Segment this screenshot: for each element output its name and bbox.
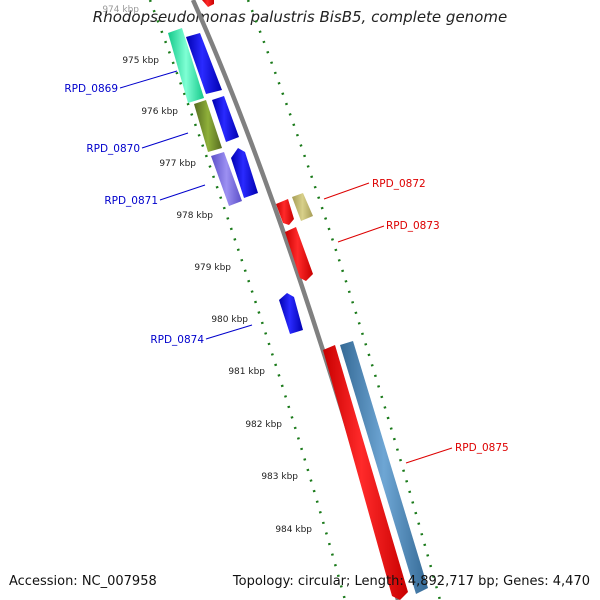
tick-label: 979 kbp bbox=[194, 263, 231, 273]
tick-label: 974 kbp bbox=[102, 5, 139, 15]
tick-label: 980 kbp bbox=[211, 315, 248, 325]
tick-track-inner bbox=[148, 0, 347, 600]
gene-label-rpd-0870[interactable]: RPD_0870 bbox=[86, 143, 140, 155]
tick-label: 983 kbp bbox=[261, 472, 298, 482]
feature-partial-top bbox=[202, 0, 214, 7]
feature-rpd-0872[interactable] bbox=[276, 193, 313, 225]
feature-rpd-0875[interactable] bbox=[323, 341, 428, 600]
tick-label: 975 kbp bbox=[122, 56, 159, 66]
feature-rpd-0870-block[interactable] bbox=[194, 96, 239, 152]
tick-label: 978 kbp bbox=[176, 211, 213, 221]
tick-label: 981 kbp bbox=[228, 367, 265, 377]
feature-rpd-0871-block[interactable] bbox=[211, 148, 258, 206]
feature-rpd-0874[interactable] bbox=[279, 293, 303, 334]
tick-label: 984 kbp bbox=[275, 525, 312, 535]
gene-labels: RPD_0869 RPD_0870 RPD_0871 RPD_0872 RPD_… bbox=[64, 83, 508, 454]
genome-backbone bbox=[190, 0, 401, 600]
feature-rpd-0873[interactable] bbox=[285, 227, 313, 281]
gene-label-rpd-0874[interactable]: RPD_0874 bbox=[150, 334, 204, 346]
gene-label-rpd-0873[interactable]: RPD_0873 bbox=[386, 220, 440, 232]
gene-label-rpd-0875[interactable]: RPD_0875 bbox=[455, 442, 509, 454]
gene-label-rpd-0872[interactable]: RPD_0872 bbox=[372, 178, 426, 190]
accession-text: Accession: NC_007958 bbox=[9, 574, 157, 589]
tick-label: 976 kbp bbox=[141, 107, 178, 117]
gene-label-rpd-0869[interactable]: RPD_0869 bbox=[64, 83, 118, 95]
tick-track-outer bbox=[246, 0, 442, 600]
gene-label-rpd-0871[interactable]: RPD_0871 bbox=[104, 195, 158, 207]
feature-rpd-0869-block[interactable] bbox=[168, 28, 222, 103]
callout-lines bbox=[119, 70, 453, 464]
genome-stats-text: Topology: circular; Length: 4,892,717 bp… bbox=[232, 574, 590, 589]
tick-labels: 974 kbp 975 kbp 976 kbp 977 kbp 978 kbp … bbox=[102, 5, 312, 535]
tick-label: 982 kbp bbox=[245, 420, 282, 430]
tick-label: 977 kbp bbox=[159, 159, 196, 169]
